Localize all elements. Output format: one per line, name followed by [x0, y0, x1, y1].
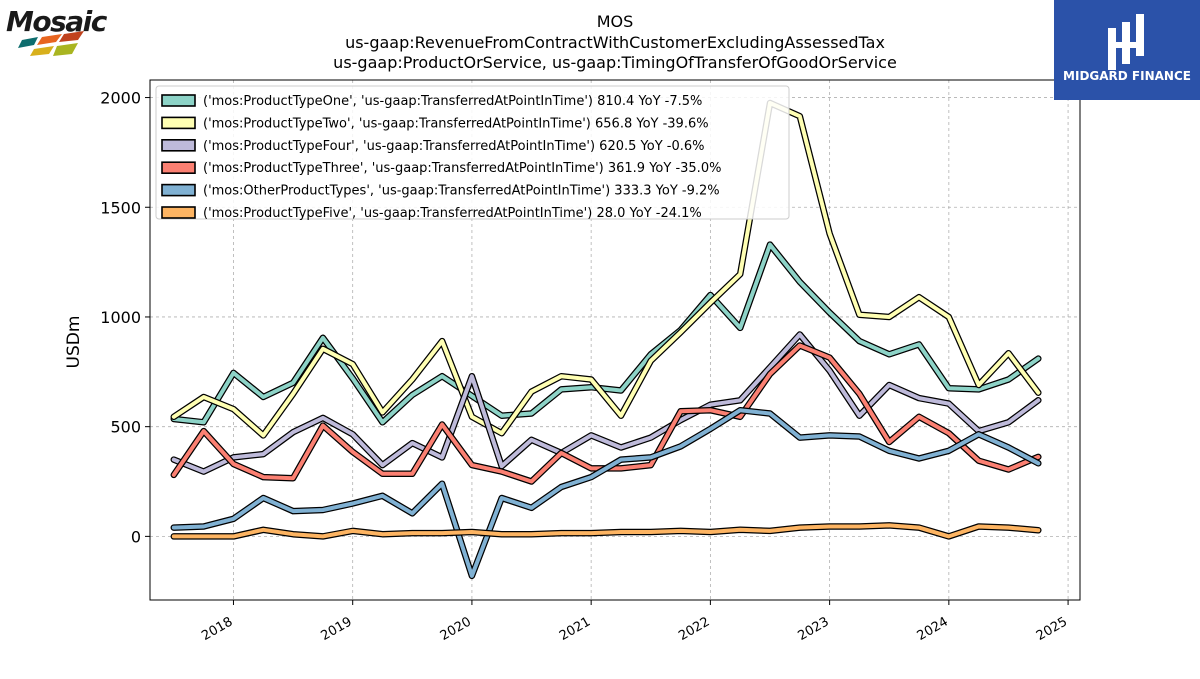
mosaic-logo-tile-orange	[37, 34, 62, 45]
y-tick-label: 0	[131, 527, 141, 546]
y-tick-label: 2000	[100, 89, 141, 108]
y-axis-label: USDm	[64, 316, 84, 369]
midgard-logo-text: MIDGARD FINANCE	[1063, 69, 1191, 83]
legend-swatch	[161, 116, 196, 130]
series-outline	[170, 406, 1042, 580]
midgard-logo-mark-icon	[1108, 14, 1144, 70]
series-line-2	[170, 99, 1042, 439]
x-tick-label: 2019	[319, 614, 355, 644]
series-stroke	[171, 523, 1041, 539]
mosaic-logo-tile-teal	[18, 37, 38, 48]
mosaic-logo-tile-lime	[53, 43, 78, 56]
x-tick-label: 2024	[915, 614, 951, 644]
legend-swatch	[161, 161, 196, 174]
mosaic-logo-text: Mosaic	[6, 5, 108, 38]
mosaic-logo-tile-gold	[30, 46, 54, 56]
legend-entry-label: ('mos:ProductTypeFive', 'us-gaap:Transfe…	[203, 206, 702, 221]
series-stroke	[171, 101, 1041, 438]
legend-swatch	[161, 206, 196, 219]
series-line-1	[170, 241, 1042, 426]
series-stroke	[171, 332, 1041, 474]
legend-entry-label: ('mos:ProductTypeOne', 'us-gaap:Transfer…	[203, 94, 702, 109]
chart-subtitle-line-2: us-gaap:ProductOrService, us-gaap:Timing…	[333, 53, 897, 72]
x-tick-label: 2023	[795, 614, 831, 644]
chart-subtitle-line-1: us-gaap:RevenueFromContractWithCustomerE…	[345, 33, 885, 52]
series-layer	[170, 99, 1042, 580]
legend-swatch	[161, 139, 196, 152]
x-tick-label: 2018	[199, 614, 235, 644]
mosaic-logo-tile-rust	[59, 31, 84, 42]
legend: ('mos:ProductTypeOne', 'us-gaap:Transfer…	[155, 85, 790, 221]
legend-swatch	[161, 94, 196, 107]
y-tick-label: 1000	[100, 308, 141, 327]
series-line-3	[170, 331, 1042, 475]
legend-box	[155, 85, 790, 220]
x-tick-label: 2025	[1034, 614, 1070, 644]
x-tick-label: 2020	[438, 614, 474, 644]
legend-entry-label: ('mos:ProductTypeThree', 'us-gaap:Transf…	[203, 161, 721, 176]
x-tick-label: 2021	[557, 614, 593, 644]
legend-entry-label: ('mos:OtherProductTypes', 'us-gaap:Trans…	[203, 184, 720, 199]
series-stroke	[171, 408, 1041, 578]
chart-title: MOS	[597, 12, 634, 31]
x-tick-label: 2022	[676, 614, 712, 644]
midgard-finance-logo: MIDGARD FINANCE	[1054, 0, 1200, 100]
series-line-5	[170, 406, 1042, 580]
plot-frame	[149, 79, 1081, 601]
chart-title-block: MOS us-gaap:RevenueFromContractWithCusto…	[333, 12, 897, 72]
series-stroke	[171, 242, 1041, 425]
legend-entry-label: ('mos:ProductTypeFour', 'us-gaap:Transfe…	[203, 139, 704, 154]
y-tick-label: 500	[110, 418, 141, 437]
mosaic-logo: Mosaic	[6, 5, 109, 56]
legend-swatch	[161, 183, 196, 197]
y-tick-label: 1500	[100, 198, 141, 217]
series-line-6	[170, 522, 1042, 540]
series-outline	[170, 331, 1042, 475]
legend-entry-label: ('mos:ProductTypeTwo', 'us-gaap:Transfer…	[203, 116, 709, 131]
